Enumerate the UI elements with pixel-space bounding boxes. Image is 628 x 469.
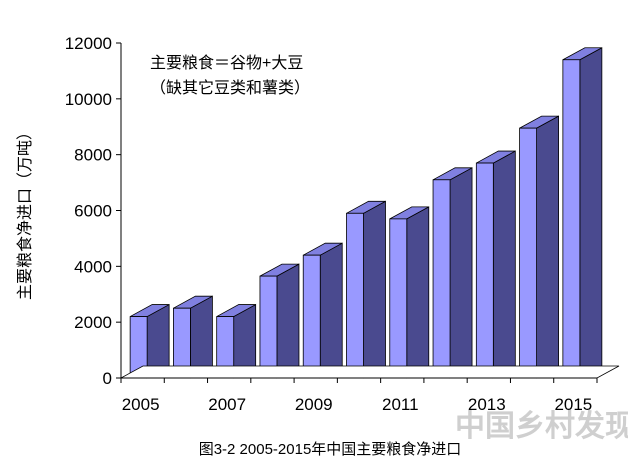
x-tick-label: 2013 xyxy=(468,395,506,414)
bar-side xyxy=(276,263,300,379)
watermark: 中国乡村发现网 xyxy=(455,410,628,443)
annotation-line-1: 主要粮食＝谷物+大豆 xyxy=(150,54,303,72)
bar-2010 xyxy=(346,200,386,379)
bar-2011 xyxy=(389,206,430,379)
bar-2006 xyxy=(173,295,213,379)
x-tick-label: 2015 xyxy=(554,395,592,414)
x-tick-label: 2009 xyxy=(295,395,333,414)
y-axis-label: 主要粮食净进口（万吨） xyxy=(16,124,34,300)
bar-side xyxy=(449,167,473,379)
bar-side xyxy=(319,242,343,379)
y-tick-label: 0 xyxy=(103,369,112,388)
y-tick-label: 4000 xyxy=(74,257,112,276)
chart-caption: 图3-2 2005-2015年中国主要粮食净进口 xyxy=(199,441,462,458)
bar-front xyxy=(389,218,408,379)
bar-front xyxy=(519,127,537,379)
bar-front xyxy=(259,275,278,379)
bar-side xyxy=(536,115,559,379)
bar-2008 xyxy=(259,263,300,379)
bar-front xyxy=(302,254,321,379)
y-tick-label: 10000 xyxy=(65,90,112,109)
y-tick-label: 8000 xyxy=(74,146,112,165)
bar-2013 xyxy=(475,150,516,379)
bar-side xyxy=(406,206,430,379)
y-tick-labels: 0 2000 4000 6000 8000 10000 12000 xyxy=(65,34,112,388)
bar-front xyxy=(475,162,494,379)
bar-front xyxy=(562,59,581,379)
bar-2005 xyxy=(129,303,170,379)
bar-front xyxy=(432,179,451,379)
y-tick-label: 2000 xyxy=(74,313,112,332)
bar-front xyxy=(346,212,364,379)
bar-side xyxy=(492,150,516,379)
x-tick-label: 2011 xyxy=(382,395,419,414)
bar-side xyxy=(579,47,603,379)
y-tick-label: 6000 xyxy=(74,202,112,221)
x-tick-label: 2005 xyxy=(122,395,160,414)
x-tick-label: 2007 xyxy=(208,395,246,414)
bar-2014 xyxy=(519,115,559,379)
annotation-line-2: （缺其它豆类和薯类） xyxy=(150,79,310,97)
y-tick-label: 12000 xyxy=(65,34,112,53)
bars-layer xyxy=(129,47,603,379)
bar-side xyxy=(363,200,386,379)
bar-2012 xyxy=(432,167,473,379)
x-tick-labels: 2005 2007 2009 2011 2013 2015 xyxy=(122,395,593,414)
bar-2009 xyxy=(302,242,343,379)
bar-2015 xyxy=(562,47,603,379)
chart-floor xyxy=(120,365,620,379)
axes-layer xyxy=(116,42,620,383)
